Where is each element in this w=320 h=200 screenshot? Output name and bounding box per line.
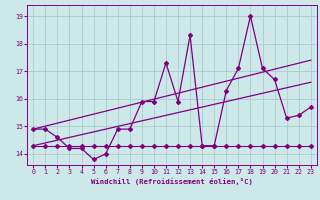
- X-axis label: Windchill (Refroidissement éolien,°C): Windchill (Refroidissement éolien,°C): [91, 178, 253, 185]
